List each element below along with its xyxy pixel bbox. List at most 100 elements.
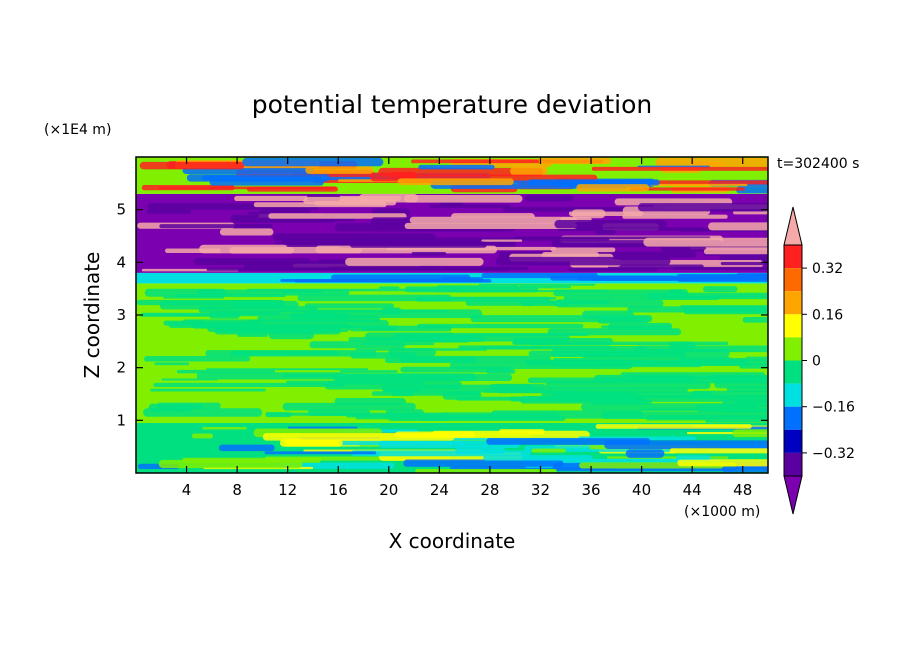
contour-streak [653, 180, 768, 185]
contour-streak [702, 286, 738, 293]
contour-streak [595, 230, 616, 235]
contour-streak [386, 409, 424, 416]
contour-streak [144, 356, 251, 362]
contour-streak [268, 213, 407, 219]
colorbar-tick-label: 0.32 [812, 261, 843, 277]
contour-streak [495, 256, 671, 266]
contour-streak [554, 299, 664, 308]
contour-streak [159, 300, 299, 310]
contour-streak [182, 457, 321, 463]
contour-streak [668, 341, 696, 350]
contour-streak [349, 241, 487, 248]
contour-streak [635, 345, 768, 353]
contour-streak [512, 338, 614, 345]
contour-streak [418, 164, 495, 170]
contour-streak [677, 459, 768, 467]
contour-streak [247, 211, 274, 215]
contour-streak [646, 292, 768, 300]
contour-streak [643, 237, 768, 247]
contour-streak [683, 307, 768, 315]
contour-streak [449, 361, 633, 369]
contour-streak [571, 209, 606, 219]
contour-streak [332, 373, 477, 382]
contour-streak [381, 307, 402, 315]
contour-streak [676, 455, 711, 460]
contour-streak [349, 325, 452, 332]
contour-streak [429, 204, 511, 208]
contour-streak [411, 251, 447, 256]
x-tick-label: 16 [329, 481, 348, 499]
contour-field [136, 157, 768, 473]
contour-streak [191, 322, 249, 329]
contour-streak [732, 429, 768, 438]
contour-streak [636, 376, 768, 384]
contour-streak [242, 157, 384, 167]
contour-streak [481, 272, 598, 279]
x-tick-label: 44 [683, 481, 702, 499]
contour-streak [307, 409, 371, 416]
contour-streak [672, 266, 768, 270]
contour-streak [739, 363, 768, 369]
y-tick-label: 1 [116, 411, 126, 429]
colorbar-tick-label: −0.32 [812, 446, 855, 462]
contour-streak [431, 430, 590, 440]
contour-streak [625, 449, 665, 458]
contour-streak [388, 348, 436, 357]
colorbar-swatch [784, 360, 802, 384]
contour-streak [260, 209, 311, 213]
contour-streak [277, 310, 448, 313]
colorbar-tick-label: −0.16 [812, 400, 855, 416]
contour-streak [538, 157, 612, 165]
contour-streak [568, 267, 658, 272]
y-tick-label: 3 [116, 306, 126, 324]
colorbar-swatch [784, 429, 802, 453]
contour-streak [297, 294, 452, 302]
contour-streak [481, 239, 523, 242]
contour-streak [237, 333, 268, 337]
contour-streak [417, 323, 584, 329]
colorbar-swatch [784, 452, 802, 476]
contour-streak [680, 305, 768, 309]
contour-streak [721, 466, 768, 472]
contour-streak [334, 397, 406, 405]
contour-streak [485, 368, 516, 374]
contour-streak [590, 277, 700, 281]
contour-streak [206, 368, 369, 371]
contour-streak [686, 431, 768, 435]
contour-streak [528, 350, 642, 357]
x-tick-label: 28 [480, 481, 499, 499]
contour-streak [435, 285, 520, 293]
x-tick-label: 4 [182, 481, 192, 499]
colorbar-bottom-arrow [783, 475, 803, 515]
y-axis-ticks: 1 2 3 4 5 [116, 201, 768, 429]
contour-streak [191, 433, 214, 439]
contour-streak [219, 228, 274, 236]
y-tick-label: 2 [116, 359, 126, 377]
contour-streak [173, 404, 204, 410]
contour-streak [550, 247, 616, 253]
contour-streak [733, 395, 768, 404]
contour-streak [736, 186, 768, 194]
contour-streak [557, 227, 705, 232]
contour-streak [601, 325, 671, 329]
contour-streak [510, 166, 548, 176]
contour-streak [378, 440, 521, 449]
contour-streak [246, 186, 338, 192]
colorbar-swatch [784, 314, 802, 338]
contour-streak [345, 257, 484, 266]
x-tick-label: 36 [581, 481, 600, 499]
contour-streak [202, 426, 247, 430]
contour-streak [141, 312, 339, 317]
x-tick-label: 40 [632, 481, 651, 499]
contour-streak [394, 332, 422, 341]
contour-streak [622, 214, 728, 219]
contour-streak [403, 459, 564, 467]
contour-streak [547, 328, 682, 336]
contour-streak [304, 303, 395, 309]
contour-streak [483, 455, 593, 461]
contour-streak [159, 224, 273, 229]
contour-streak [378, 167, 544, 177]
x-tick-label: 24 [430, 481, 449, 499]
contour-streak [705, 419, 768, 423]
